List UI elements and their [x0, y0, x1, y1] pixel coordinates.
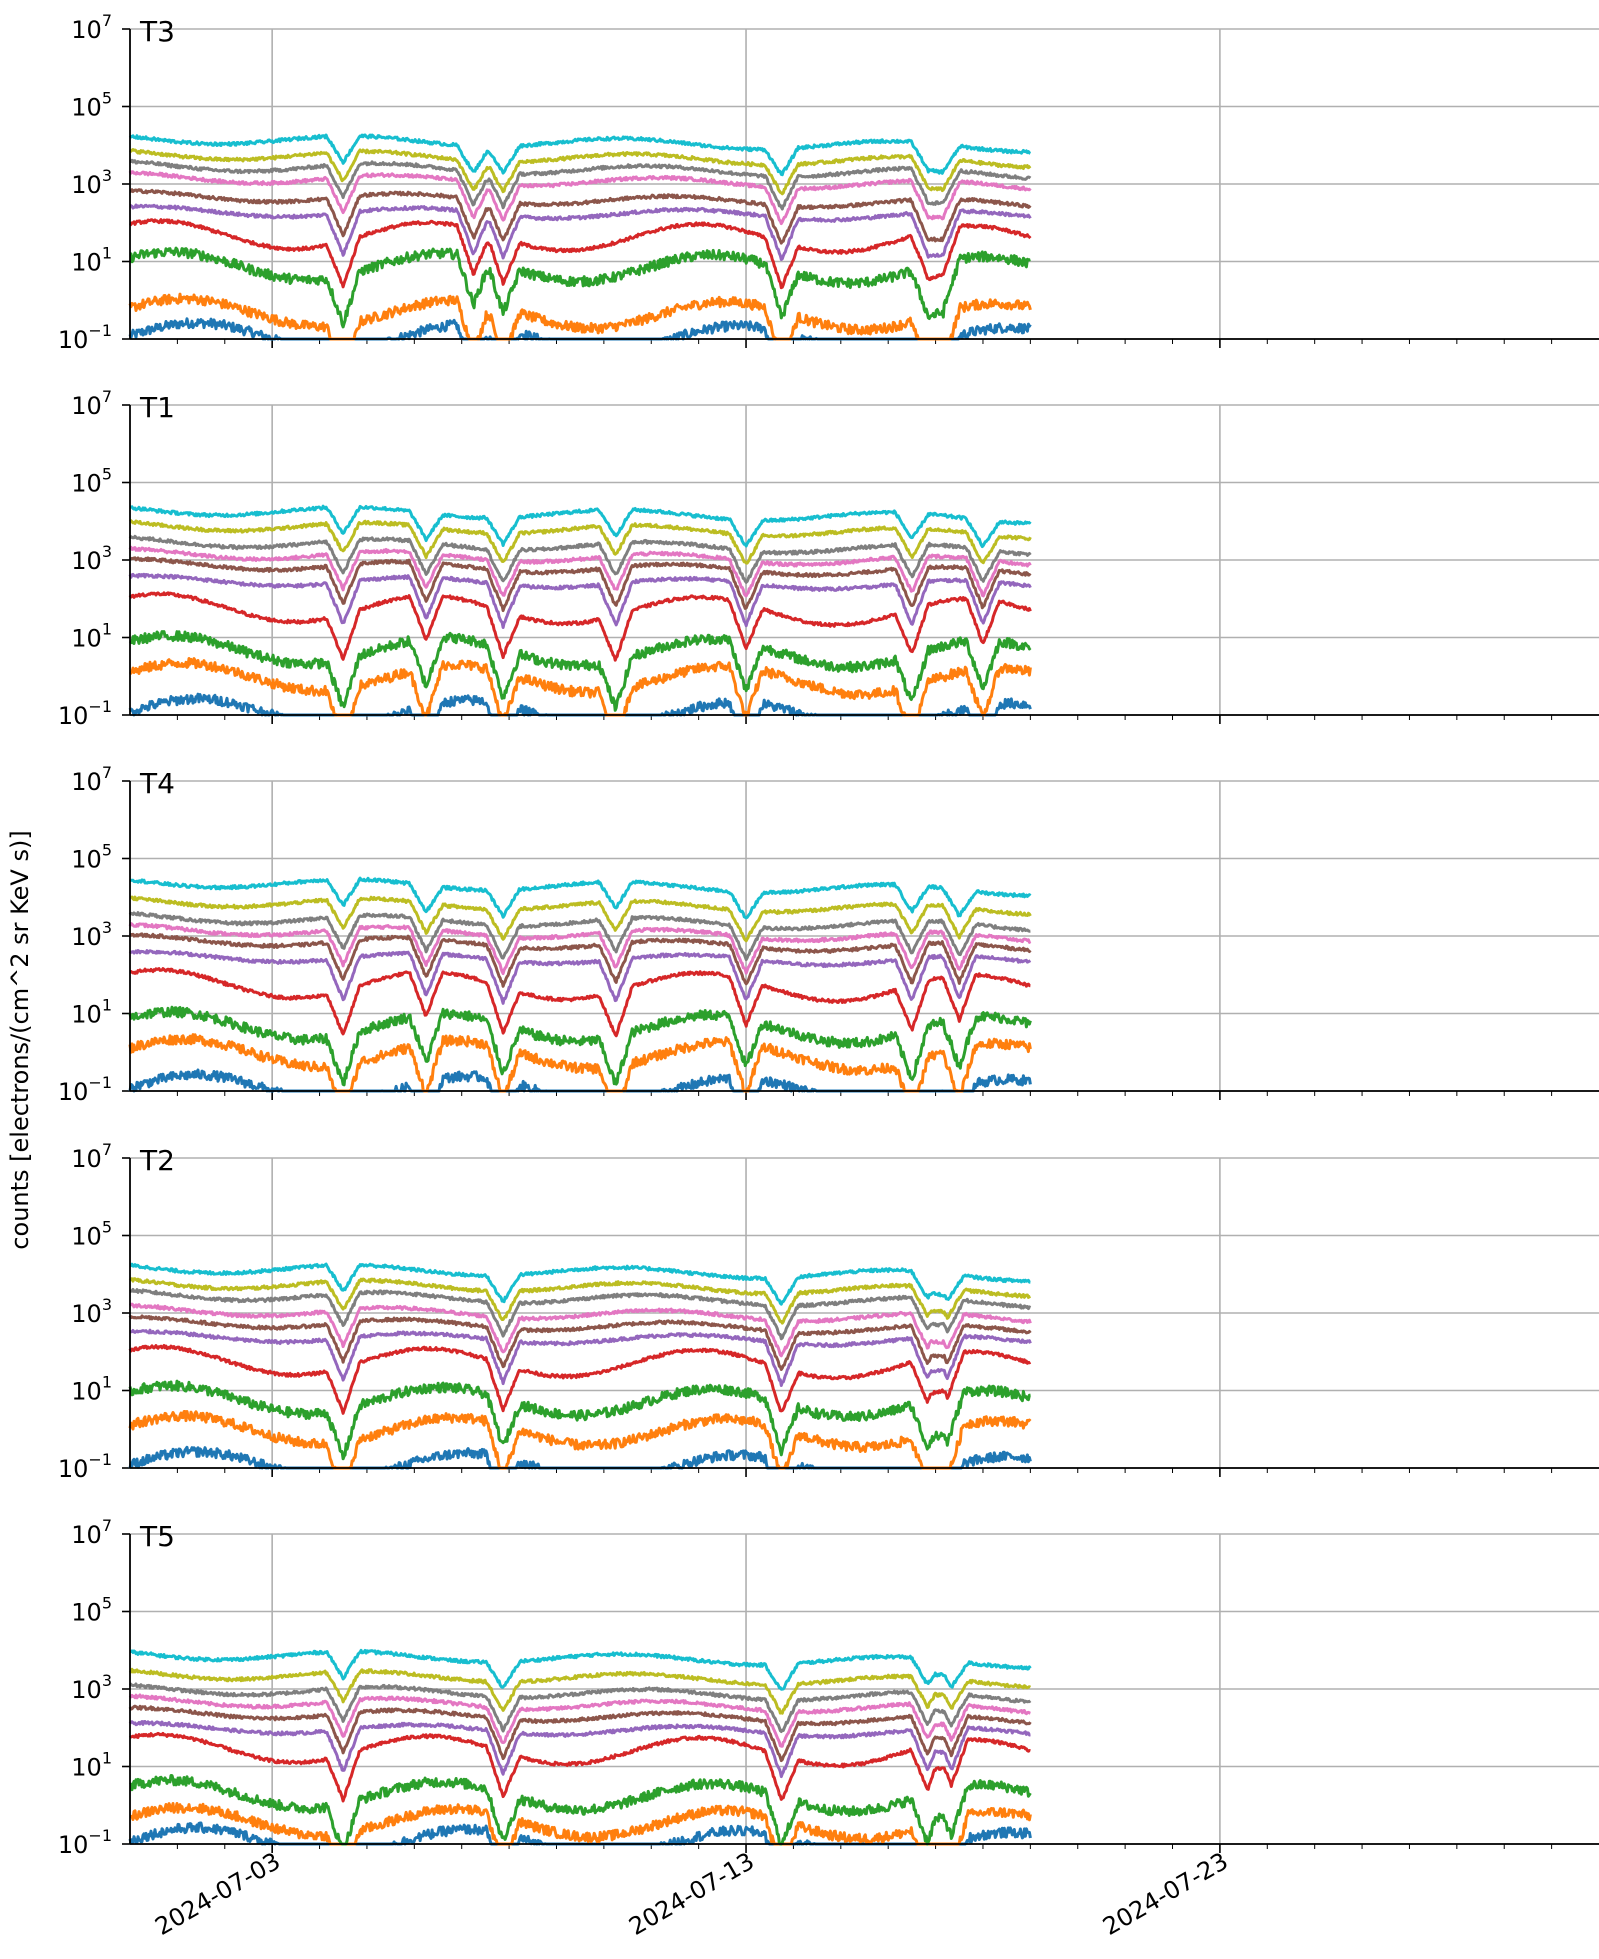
y-tick-label: 107	[71, 387, 112, 420]
series-line-3	[128, 1344, 1032, 1415]
panel-title: T2	[139, 1144, 175, 1177]
y-tick-label: 105	[71, 841, 112, 874]
panel-t5: 10−1 101 103 105 107 T5	[58, 1516, 1599, 1859]
y-tick-label: 10−1	[58, 1073, 112, 1106]
series-line-7	[128, 534, 1032, 584]
x-tick-label: 2024-07-03	[150, 1847, 285, 1941]
series-line-9	[129, 504, 1032, 549]
y-tick-label: 103	[71, 918, 112, 951]
series-line-1	[128, 1033, 1032, 1093]
y-tick-label: 101	[71, 1749, 112, 1782]
y-tick-label: 101	[71, 1373, 112, 1406]
series-line-9	[129, 1262, 1031, 1306]
series-line-4	[129, 203, 1032, 261]
series-line-3	[128, 218, 1032, 290]
series-line-0	[128, 1445, 1032, 1470]
series-line-5	[128, 1314, 1032, 1371]
panel-t1: 10−1 101 103 105 107 T1	[58, 387, 1599, 730]
series-line-6	[128, 1302, 1032, 1358]
y-tick-label: 107	[71, 1140, 112, 1173]
series-line-8	[128, 519, 1032, 565]
series-line-8	[128, 1667, 1032, 1715]
panel-title: T3	[139, 15, 175, 48]
y-tick-label: 105	[71, 89, 112, 122]
series-line-5	[129, 188, 1032, 245]
series-line-4	[128, 572, 1032, 629]
series-line-6	[128, 1693, 1031, 1748]
series-line-6	[128, 545, 1032, 598]
series-line-8	[128, 148, 1032, 196]
panel-title: T4	[139, 767, 175, 800]
y-tick-label: 10−1	[58, 1450, 112, 1483]
series-line-2	[128, 1379, 1031, 1461]
y-tick-label: 107	[71, 763, 112, 796]
series-line-7	[129, 158, 1032, 211]
panel-t4: 10−1 101 103 105 107 T4	[58, 763, 1599, 1106]
series-line-4	[128, 1720, 1031, 1779]
series-line-1	[128, 292, 1032, 341]
y-tick-label: 103	[71, 1295, 112, 1328]
series-line-0	[128, 692, 1032, 717]
series-line-6	[128, 922, 1032, 976]
y-tick-label: 101	[71, 244, 112, 277]
series-line-9	[128, 133, 1032, 177]
series-line-5	[128, 1704, 1032, 1763]
panel-t2: 10−1 101 103 105 107 T2	[58, 1140, 1599, 1483]
series-line-1	[128, 657, 1032, 717]
panel-title: T1	[139, 391, 175, 424]
y-tick-label: 105	[71, 1594, 112, 1627]
series-line-1	[129, 1802, 1032, 1846]
y-tick-label: 10−1	[58, 321, 112, 354]
y-tick-label: 101	[71, 996, 112, 1029]
y-tick-label: 103	[71, 1671, 112, 1704]
series-line-5	[128, 932, 1032, 988]
series-line-7	[129, 1682, 1032, 1733]
series-line-7	[128, 911, 1031, 962]
y-tick-label: 107	[71, 11, 112, 44]
y-tick-label: 105	[71, 465, 112, 498]
series-line-9	[129, 1648, 1032, 1691]
series-line-2	[129, 1774, 1032, 1846]
series-line-1	[128, 1410, 1032, 1470]
series-line-4	[128, 949, 1032, 1005]
panel-title: T5	[139, 1520, 175, 1553]
panel-t3: 10−1 101 103 105 107 T3	[58, 11, 1599, 354]
x-tick-labels: 2024-07-03 2024-07-13 2024-07-23	[150, 1847, 1233, 1941]
series-line-8	[128, 1277, 1031, 1325]
y-tick-label: 10−1	[58, 697, 112, 730]
y-tick-label: 103	[71, 166, 112, 199]
y-tick-label: 105	[71, 1218, 112, 1251]
series-line-4	[129, 1328, 1032, 1387]
series-line-2	[129, 246, 1031, 329]
series-line-8	[129, 895, 1032, 943]
series-line-3	[129, 967, 1031, 1038]
series-line-5	[129, 556, 1032, 613]
series-line-2	[128, 1005, 1032, 1087]
y-tick-label: 103	[71, 542, 112, 575]
y-tick-label: 10−1	[58, 1826, 112, 1859]
series-line-6	[128, 170, 1032, 226]
y-tick-label: 107	[71, 1516, 112, 1549]
y-axis-label: counts [electrons/(cm^2 sr KeV s)]	[6, 830, 34, 1249]
series-line-7	[129, 1287, 1032, 1341]
y-tick-label: 101	[71, 620, 112, 653]
series-line-3	[128, 1731, 1031, 1803]
series-line-3	[128, 591, 1032, 662]
series-line-9	[129, 876, 1032, 920]
series-line-2	[128, 630, 1032, 712]
x-tick-label: 2024-07-13	[624, 1847, 759, 1941]
x-tick-label: 2024-07-23	[1098, 1847, 1233, 1941]
